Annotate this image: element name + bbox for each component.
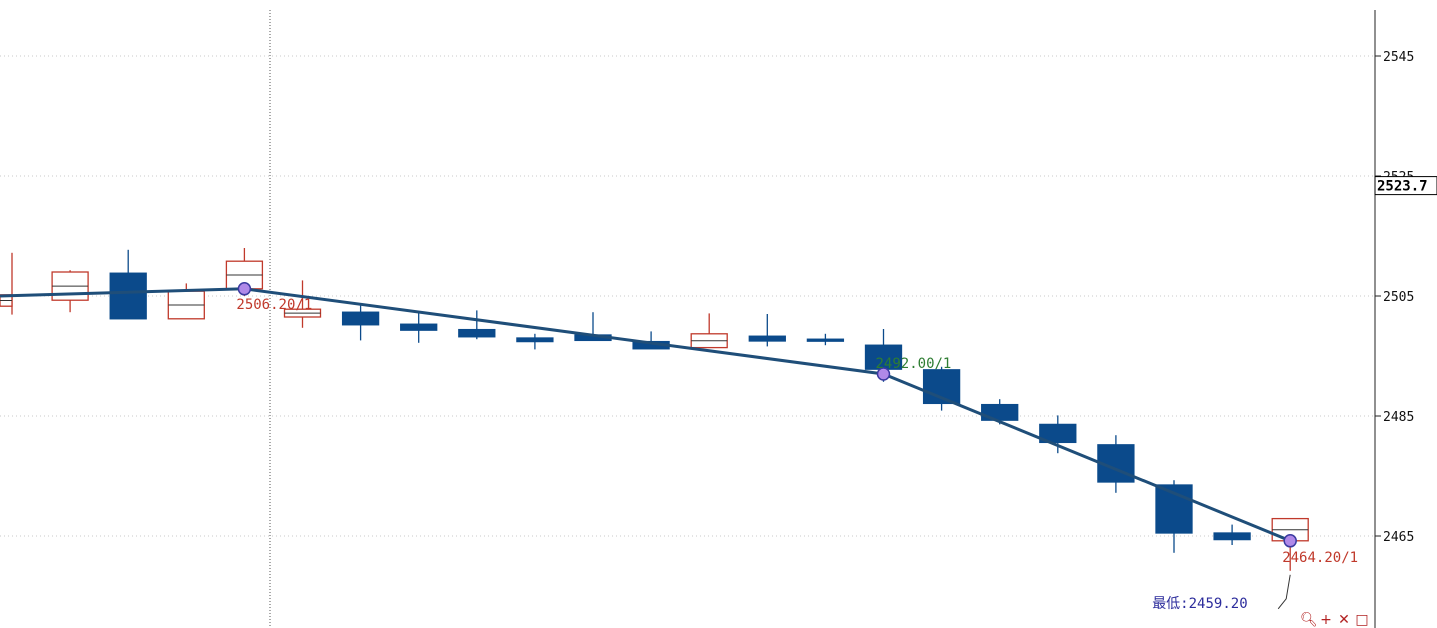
candles [0,248,1309,571]
candle [283,280,322,328]
ma-line [0,282,1297,548]
magnifier-icon[interactable]: 🔍︎ [1300,612,1318,628]
ma-polyline [0,287,1291,543]
candle [1039,415,1077,454]
candle [51,270,89,313]
grid-lines [0,55,1375,537]
annotations: 2506.20/1 2492.00/1 2464.20/1 最低:2459.20 [236,297,1358,612]
y-tick-label: 2545 [1383,50,1414,65]
candle-body-down [748,335,786,342]
ma-marker [237,282,252,296]
candle [458,310,496,340]
y-tick-label: 2465 [1383,530,1414,545]
candle [748,314,786,347]
candle [516,333,554,350]
current-price-label: 2523.7 [1377,179,1428,195]
candle [400,311,438,343]
ma-marker [1283,534,1297,548]
current-price-box [1374,176,1437,196]
price-annotation: 2506.20/1 [236,297,312,313]
candle-body-down [1213,532,1251,541]
candle-body-down [1039,423,1077,444]
price-annotation: 2464.20/1 [1282,550,1358,566]
low-leader-line [1277,574,1291,610]
window-icon[interactable]: □ [1355,612,1369,628]
candle-body-down [341,311,380,326]
plus-icon[interactable]: + [1320,612,1332,628]
candle [167,283,205,320]
candle [0,252,13,315]
price-annotation: 2492.00/1 [876,356,952,372]
candle [806,333,845,346]
price-annotation: 最低:2459.20 [1152,596,1247,612]
candle [864,329,903,382]
candle [341,304,380,341]
x-icon[interactable]: ✕ [1338,612,1350,628]
candle-body-down [806,338,845,342]
current-price-marker: 2523.7 [1374,176,1437,196]
candle [109,249,147,320]
candle [1213,524,1251,545]
ma-marker [876,367,891,381]
candle-body-down [516,337,554,343]
candle-body-down [458,328,496,338]
y-tick-label: 2505 [1383,290,1414,305]
y-tick-label: 2485 [1383,410,1414,425]
chart-toolbar: 🔍︎ + ✕ □ [1300,612,1370,628]
candle [690,313,728,349]
candle-body-down [864,344,903,370]
candle-body-down [400,323,438,331]
candle [1155,480,1193,553]
candle-body-down [109,272,147,320]
y-axis-ticks: 25452525250524852465 [1375,50,1414,545]
